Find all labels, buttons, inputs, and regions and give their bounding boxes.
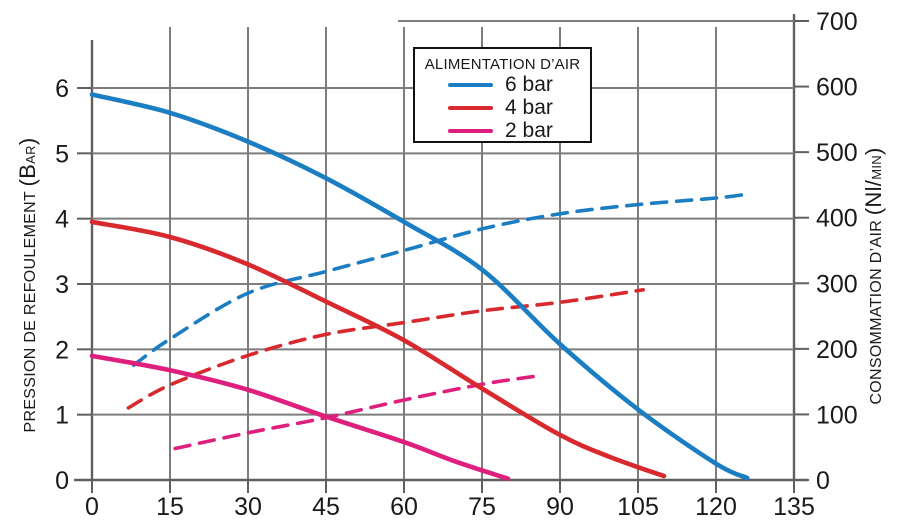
x-tick-label-75: 75 [468, 493, 496, 521]
x-tick-label-135: 135 [773, 493, 815, 521]
x-tick-label-105: 105 [617, 493, 659, 521]
left-tick-label-5: 5 [55, 140, 69, 168]
legend-swatch-6-bar [448, 83, 493, 87]
left-tick-label-6: 6 [55, 75, 69, 103]
curve-consommation-4bar-dashed [126, 288, 645, 410]
right-tick-label-500: 500 [816, 139, 858, 167]
left-axis-unit-small: AR [23, 145, 38, 164]
left-axis-unit-open: (B [15, 163, 40, 187]
left-tick-label-3: 3 [55, 271, 69, 299]
x-tick-label-45: 45 [312, 493, 340, 521]
right-tick-label-0: 0 [816, 467, 830, 495]
curve-pression-2bar-solid [89, 353, 511, 481]
legend-title: ALIMENTATION D’AIR [424, 56, 581, 73]
legend-item: 2 bar [415, 119, 590, 142]
curve-pression-6bar-solid [89, 92, 750, 481]
x-tick-label-15: 15 [156, 493, 184, 521]
left-tick-label-0: 0 [55, 467, 69, 495]
x-tick-label-0: 0 [85, 493, 99, 521]
right-tick-label-400: 400 [816, 205, 858, 233]
right-tick-label-700: 700 [816, 8, 858, 36]
right-axis-title-main: CONSOMMATION D’AIR [868, 215, 885, 405]
curve-consommation-2bar-dashed [173, 374, 536, 451]
left-tick-label-2: 2 [55, 336, 69, 364]
legend-box: ALIMENTATION D’AIR 6 bar 4 bar 2 bar [413, 47, 592, 143]
curve-consommation-6bar-dashed [131, 192, 749, 368]
right-tick-label-100: 100 [816, 401, 858, 429]
right-axis-unit-small: MIN [869, 155, 884, 180]
left-tick-label-1: 1 [55, 402, 69, 430]
legend-swatch-4-bar [448, 106, 493, 110]
right-axis-unit-open: (Nl/ [861, 179, 886, 216]
legend-item-label: 6 bar [505, 73, 553, 96]
right-axis-unit-close: ) [861, 147, 886, 156]
legend-item-label: 2 bar [505, 119, 553, 142]
legend-item: 4 bar [415, 96, 590, 119]
x-tick-label-60: 60 [390, 493, 418, 521]
legend-swatch-2-bar [448, 129, 493, 133]
curve-pression-4bar-solid [89, 219, 667, 479]
right-tick-label-300: 300 [816, 270, 858, 298]
legend-item: 6 bar [415, 73, 590, 96]
x-tick-label-90: 90 [546, 493, 574, 521]
left-axis-title-main: PRESSION DE REFOULEMENT [22, 186, 39, 433]
x-tick-label-120: 120 [695, 493, 737, 521]
legend-item-label: 4 bar [505, 96, 553, 119]
right-tick-label-200: 200 [816, 336, 858, 364]
left-tick-label-4: 4 [55, 206, 69, 234]
right-axis-title: CONSOMMATION D’AIR (Nl/MIN) [861, 36, 887, 516]
right-tick-label-600: 600 [816, 74, 858, 102]
left-axis-title: PRESSION DE REFOULEMENT (BAR) [15, 45, 41, 525]
x-tick-label-30: 30 [234, 493, 262, 521]
left-axis-unit-close: ) [15, 137, 40, 146]
